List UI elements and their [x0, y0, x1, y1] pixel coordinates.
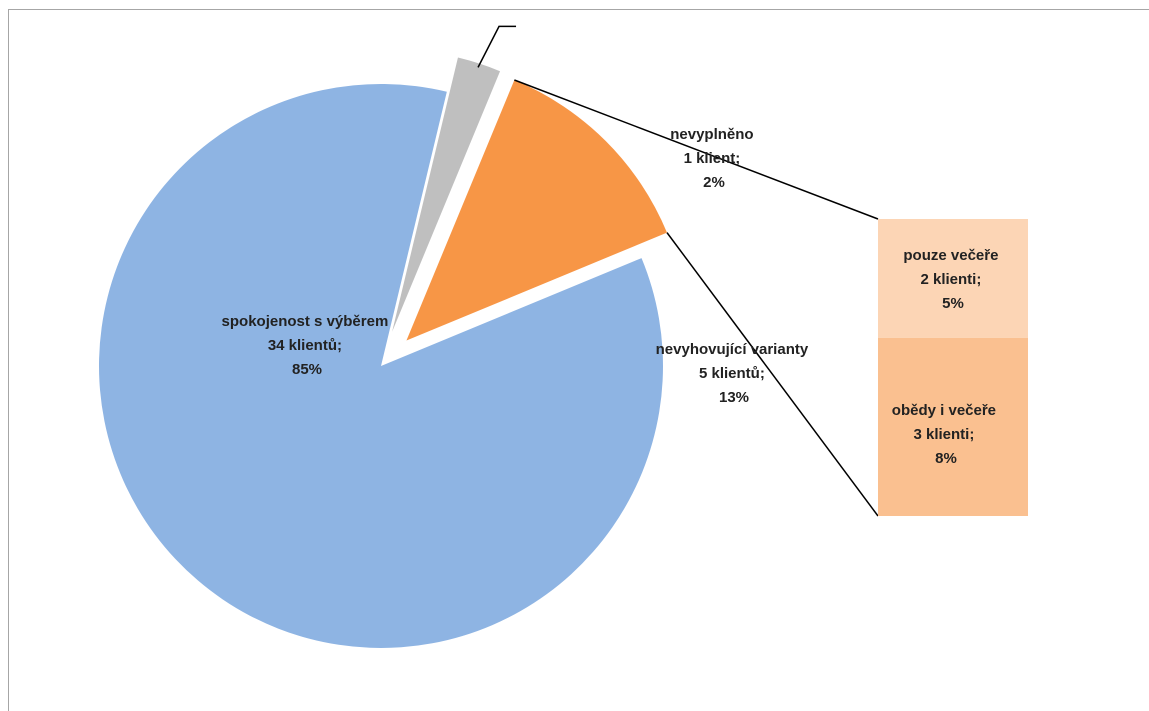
- slice-value-spokojenost: 34 klientů;: [268, 337, 342, 354]
- slice-label-spokojenost: spokojenost s výběrem 34 klientů; 85%: [222, 313, 393, 378]
- slice-name-nevyplneno: nevyplněno: [670, 126, 753, 143]
- slice-label-nevyhovujici: nevyhovující varianty 5 klientů; 13%: [656, 341, 813, 406]
- slice-percent-nevyhovujici: 13%: [719, 389, 749, 406]
- bar-label-pouze-vecere: pouze večeře 2 klienti; 5%: [903, 247, 1002, 312]
- bar-name-obedy-i-vecere: obědy i večeře: [892, 402, 996, 419]
- pie-slice-nevyplneno: [392, 57, 501, 332]
- bar-value-obedy-i-vecere: 3 klienti;: [913, 426, 974, 443]
- chart-frame: [8, 9, 1149, 711]
- pie-slice-nevyhovujici-varianty: [406, 80, 667, 341]
- slice-value-nevyplneno: 1 klient;: [684, 150, 741, 167]
- bar-value-pouze-vecere: 2 klienti;: [920, 271, 981, 288]
- connector-top-line: [514, 79, 879, 220]
- bar-name-pouze-vecere: pouze večeře: [903, 247, 998, 264]
- bar-segment-pouze-vecere: [878, 219, 1028, 338]
- slice-name-spokojenost: spokojenost s výběrem: [222, 313, 389, 330]
- bar-percent-obedy-i-vecere: 8%: [935, 450, 957, 467]
- bar-percent-pouze-vecere: 5%: [942, 295, 964, 312]
- bar-label-obedy-i-vecere: obědy i večeře 3 klienti; 8%: [892, 402, 1000, 467]
- connector-bottom-line: [666, 232, 879, 517]
- slice-percent-spokojenost: 85%: [292, 361, 322, 378]
- bar-segment-obedy-i-vecere: [878, 337, 1028, 516]
- slice-label-nevyplneno: nevyplněno 1 klient; 2%: [670, 126, 758, 191]
- leader-line-nevyplneno: [477, 25, 517, 68]
- slice-name-nevyhovujici: nevyhovující varianty: [656, 341, 809, 358]
- slice-percent-nevyplneno: 2%: [703, 174, 725, 191]
- slice-value-nevyhovujici: 5 klientů;: [699, 365, 765, 382]
- pie-slice-spokojenost-s-vyberem: [99, 83, 663, 648]
